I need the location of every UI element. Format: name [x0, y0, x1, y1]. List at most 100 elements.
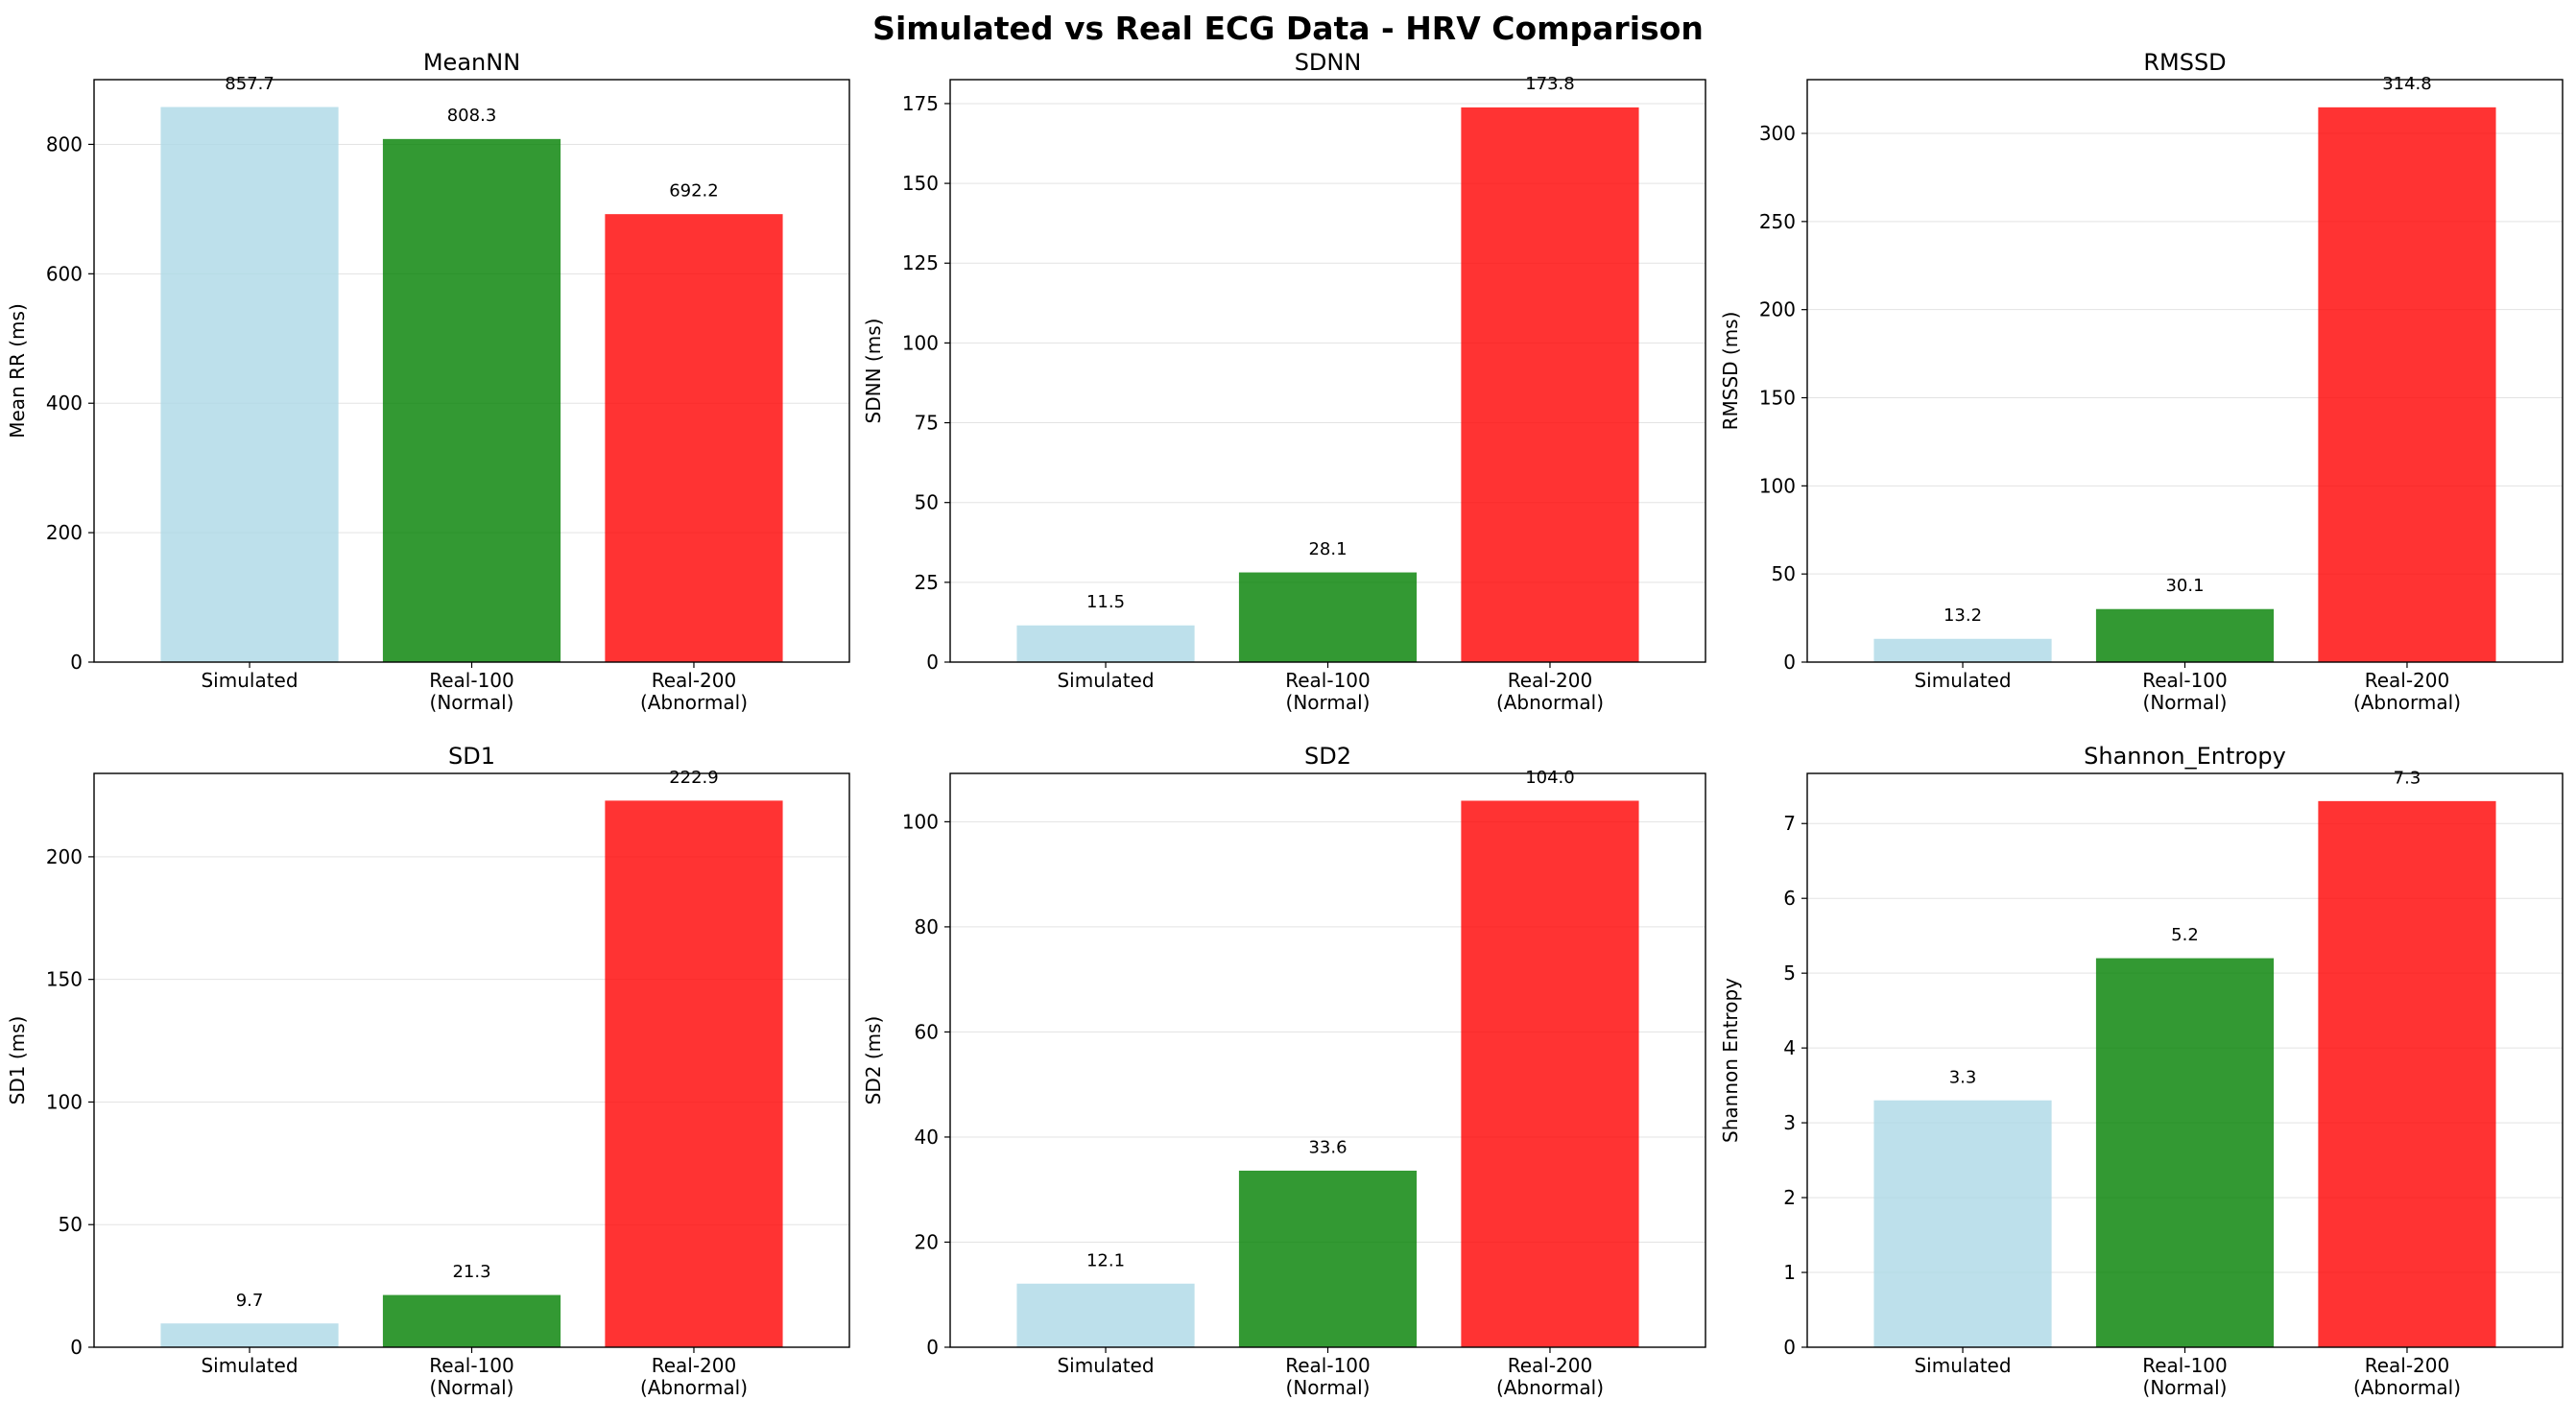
data-label-real-100: 808.3 — [447, 106, 497, 126]
bar-real-100 — [1238, 1171, 1418, 1347]
y-axis-label: RMSSD (ms) — [1719, 312, 1742, 431]
axes-frame — [93, 79, 850, 663]
y-tick-label: 100 — [902, 331, 939, 354]
y-tick-label: 4 — [1783, 1036, 1796, 1059]
y-axis-label: SDNN (ms) — [862, 319, 885, 424]
y-tick-label: 2 — [1783, 1186, 1796, 1209]
x-tick-label-real-100: Real-100 (Normal) — [1285, 669, 1371, 714]
panel-title: MeanNN — [423, 49, 520, 76]
y-tick-label: 0 — [926, 651, 939, 674]
y-tick-label: 200 — [1759, 298, 1796, 321]
bar-real-200 — [605, 214, 783, 663]
data-label-real-200: 222.9 — [669, 768, 719, 788]
y-tick-label: 80 — [915, 915, 939, 938]
y-tick-label: 40 — [915, 1126, 939, 1149]
y-tick-label: 250 — [1759, 210, 1796, 233]
x-tick-label-simulated: Simulated — [1057, 1354, 1154, 1377]
y-tick-label: 50 — [915, 491, 939, 514]
chart-panel-3: 13.2 Simulated 30.1 Real-100 (Normal) 314.8 Re… — [1719, 49, 2564, 714]
chart-panel-4: 9.7 Simulated 21.3 Real-100 (Normal) 222.9 Rea… — [6, 743, 850, 1399]
y-tick-label: 60 — [915, 1020, 939, 1043]
y-tick-label: 6 — [1783, 887, 1796, 910]
y-tick-label: 0 — [1783, 1336, 1796, 1359]
bar-simulated — [1873, 638, 2052, 662]
x-tick-label-real-200: Real-200 (Abnormal) — [2353, 669, 2461, 714]
data-label-real-100: 21.3 — [452, 1262, 490, 1282]
y-tick-label: 0 — [70, 1336, 83, 1359]
x-tick-label-simulated: Simulated — [201, 1354, 298, 1377]
bar-real-100 — [382, 1294, 561, 1347]
bar-real-200 — [2318, 800, 2496, 1347]
y-tick-label: 600 — [46, 262, 83, 285]
y-tick-label: 175 — [902, 92, 939, 115]
y-tick-label: 1 — [1783, 1261, 1796, 1284]
bar-simulated — [160, 107, 339, 663]
axes-frame — [949, 772, 1706, 1348]
y-axis-label: SD2 (ms) — [862, 1016, 885, 1105]
data-label-real-100: 28.1 — [1308, 539, 1347, 559]
data-label-real-200: 314.8 — [2382, 74, 2432, 94]
chart-panel-1: 857.7 Simulated 808.3 Real-100 (Normal) 692.2… — [6, 49, 850, 714]
data-label-real-100: 5.2 — [2171, 925, 2199, 945]
data-label-simulated: 11.5 — [1086, 592, 1125, 612]
x-tick-label-real-100: Real-100 (Normal) — [1285, 1354, 1371, 1399]
data-label-simulated: 857.7 — [225, 74, 274, 94]
data-label-simulated: 3.3 — [1949, 1067, 1977, 1087]
data-label-real-200: 692.2 — [669, 180, 719, 201]
x-tick-label-real-200: Real-200 (Abnormal) — [1496, 669, 1604, 714]
bar-real-100 — [2095, 958, 2275, 1347]
x-tick-label-real-100: Real-100 (Normal) — [429, 669, 514, 714]
x-tick-label-simulated: Simulated — [1914, 669, 2011, 692]
y-tick-label: 0 — [70, 651, 83, 674]
y-tick-label: 50 — [59, 1213, 83, 1236]
chart-panel-5: 12.1 Simulated 33.6 Real-100 (Normal) 104.0 Re… — [862, 743, 1706, 1399]
y-tick-label: 150 — [902, 172, 939, 195]
y-tick-label: 800 — [46, 132, 83, 155]
plot-area: 11.5 Simulated 28.1 Real-100 (Normal) 173.8 Re… — [862, 49, 1706, 714]
y-tick-label: 100 — [46, 1090, 83, 1113]
y-tick-label: 150 — [46, 968, 83, 991]
bar-simulated — [1873, 1100, 2052, 1347]
y-tick-label: 50 — [1772, 562, 1796, 585]
x-tick-label-real-200: Real-200 (Abnormal) — [1496, 1354, 1604, 1399]
bar-real-100 — [1238, 572, 1418, 662]
panel-title: SD1 — [448, 743, 495, 770]
y-axis-label: SD1 (ms) — [6, 1016, 29, 1105]
x-tick-label-simulated: Simulated — [1057, 669, 1154, 692]
bar-real-200 — [1461, 800, 1639, 1347]
bar-simulated — [160, 1323, 339, 1347]
data-label-real-200: 173.8 — [1525, 74, 1575, 94]
x-tick-label-real-200: Real-200 (Abnormal) — [640, 1354, 748, 1399]
x-tick-label-real-200: Real-200 (Abnormal) — [640, 669, 748, 714]
bar-real-200 — [605, 800, 783, 1347]
y-tick-label: 400 — [46, 392, 83, 415]
x-tick-label-real-100: Real-100 (Normal) — [2142, 669, 2228, 714]
y-tick-label: 0 — [1783, 651, 1796, 674]
y-tick-label: 7 — [1783, 812, 1796, 835]
x-tick-label-real-100: Real-100 (Normal) — [2142, 1354, 2228, 1399]
y-tick-label: 25 — [915, 571, 939, 594]
y-tick-label: 100 — [902, 810, 939, 833]
data-label-real-200: 7.3 — [2394, 768, 2421, 788]
y-tick-label: 200 — [46, 521, 83, 544]
x-tick-label-simulated: Simulated — [1914, 1354, 2011, 1377]
y-tick-label: 5 — [1783, 961, 1796, 985]
y-tick-label: 20 — [915, 1230, 939, 1253]
data-label-real-100: 33.6 — [1308, 1138, 1347, 1158]
panel-title: SD2 — [1304, 743, 1351, 770]
axes-frame — [949, 79, 1706, 663]
y-axis-label: Shannon Entropy — [1719, 978, 1742, 1143]
bar-simulated — [1016, 625, 1195, 662]
bar-simulated — [1016, 1283, 1195, 1347]
figure-title: Simulated vs Real ECG Data - HRV Compari… — [872, 10, 1704, 47]
y-tick-label: 300 — [1759, 122, 1796, 145]
data-label-real-200: 104.0 — [1525, 768, 1575, 788]
y-tick-label: 3 — [1783, 1111, 1796, 1134]
y-axis-label: Mean RR (ms) — [6, 303, 29, 439]
plot-area: 3.3 Simulated 5.2 Real-100 (Normal) 7.3 Real-2… — [1719, 743, 2564, 1399]
bar-real-200 — [2318, 107, 2496, 663]
plot-area: 13.2 Simulated 30.1 Real-100 (Normal) 314.8 Re… — [1719, 49, 2564, 714]
bar-real-100 — [2095, 608, 2275, 662]
y-tick-label: 0 — [926, 1336, 939, 1359]
chart-panel-6: 3.3 Simulated 5.2 Real-100 (Normal) 7.3 Real-2… — [1719, 743, 2564, 1399]
